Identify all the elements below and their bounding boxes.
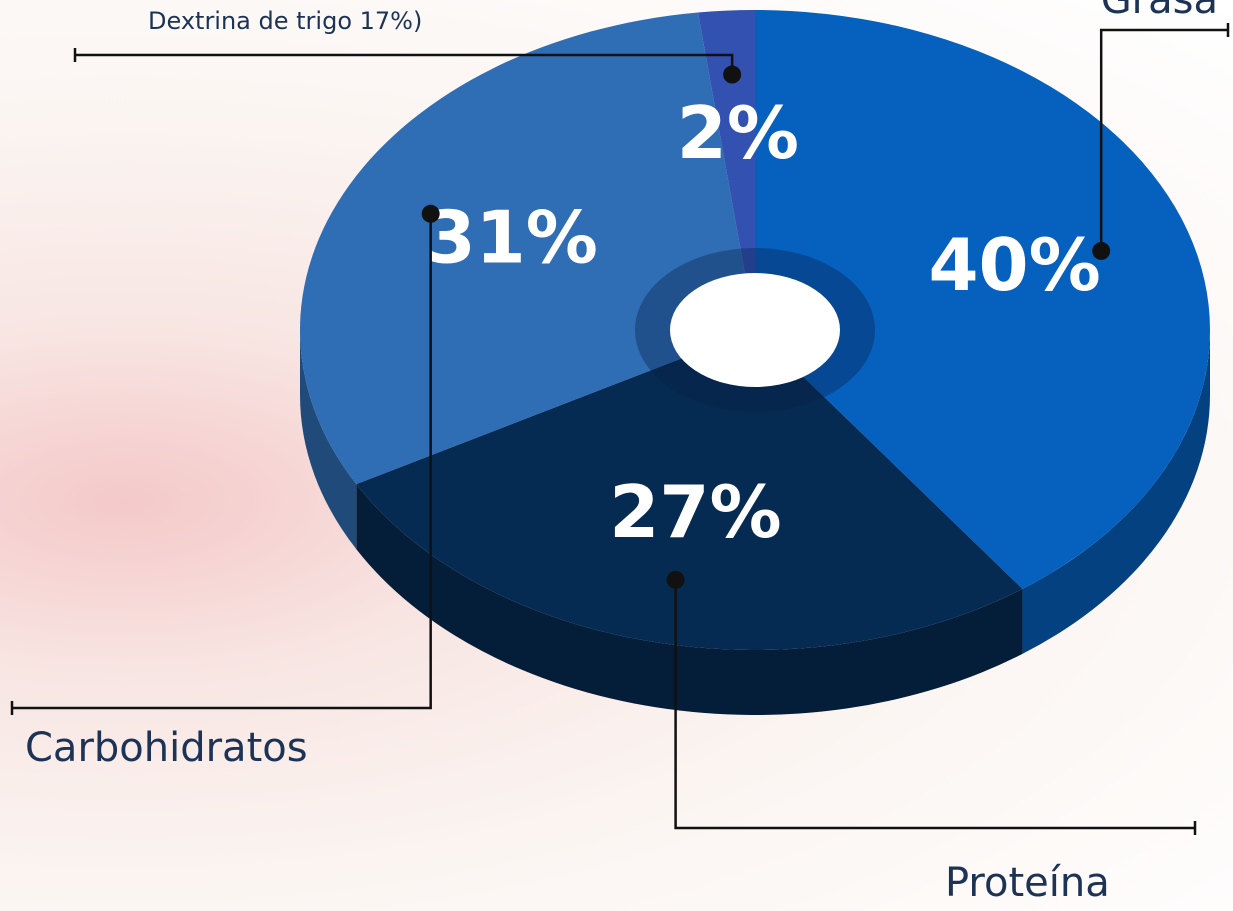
page: 40% 27% 31% 2% Grasa Proteína Carbohidratos Dex… — [0, 0, 1233, 911]
leader-dot — [723, 66, 741, 84]
leader-dot — [667, 571, 685, 589]
leader-dot — [422, 205, 440, 223]
value-label: 27% — [609, 470, 781, 554]
category-label: Dextrina de trigo 17%) — [148, 7, 422, 35]
value-label: 40% — [928, 223, 1100, 307]
category-label: Grasa — [1101, 0, 1218, 23]
category-label: Proteína — [945, 860, 1110, 906]
hole — [670, 273, 840, 387]
value-label: 31% — [426, 195, 598, 279]
value-label: 2% — [677, 91, 799, 175]
chart: 40% 27% 31% 2% Grasa Proteína Carbohidratos Dex… — [0, 0, 1233, 911]
category-label: Carbohidratos — [25, 725, 308, 771]
leader-dot — [1092, 242, 1110, 260]
